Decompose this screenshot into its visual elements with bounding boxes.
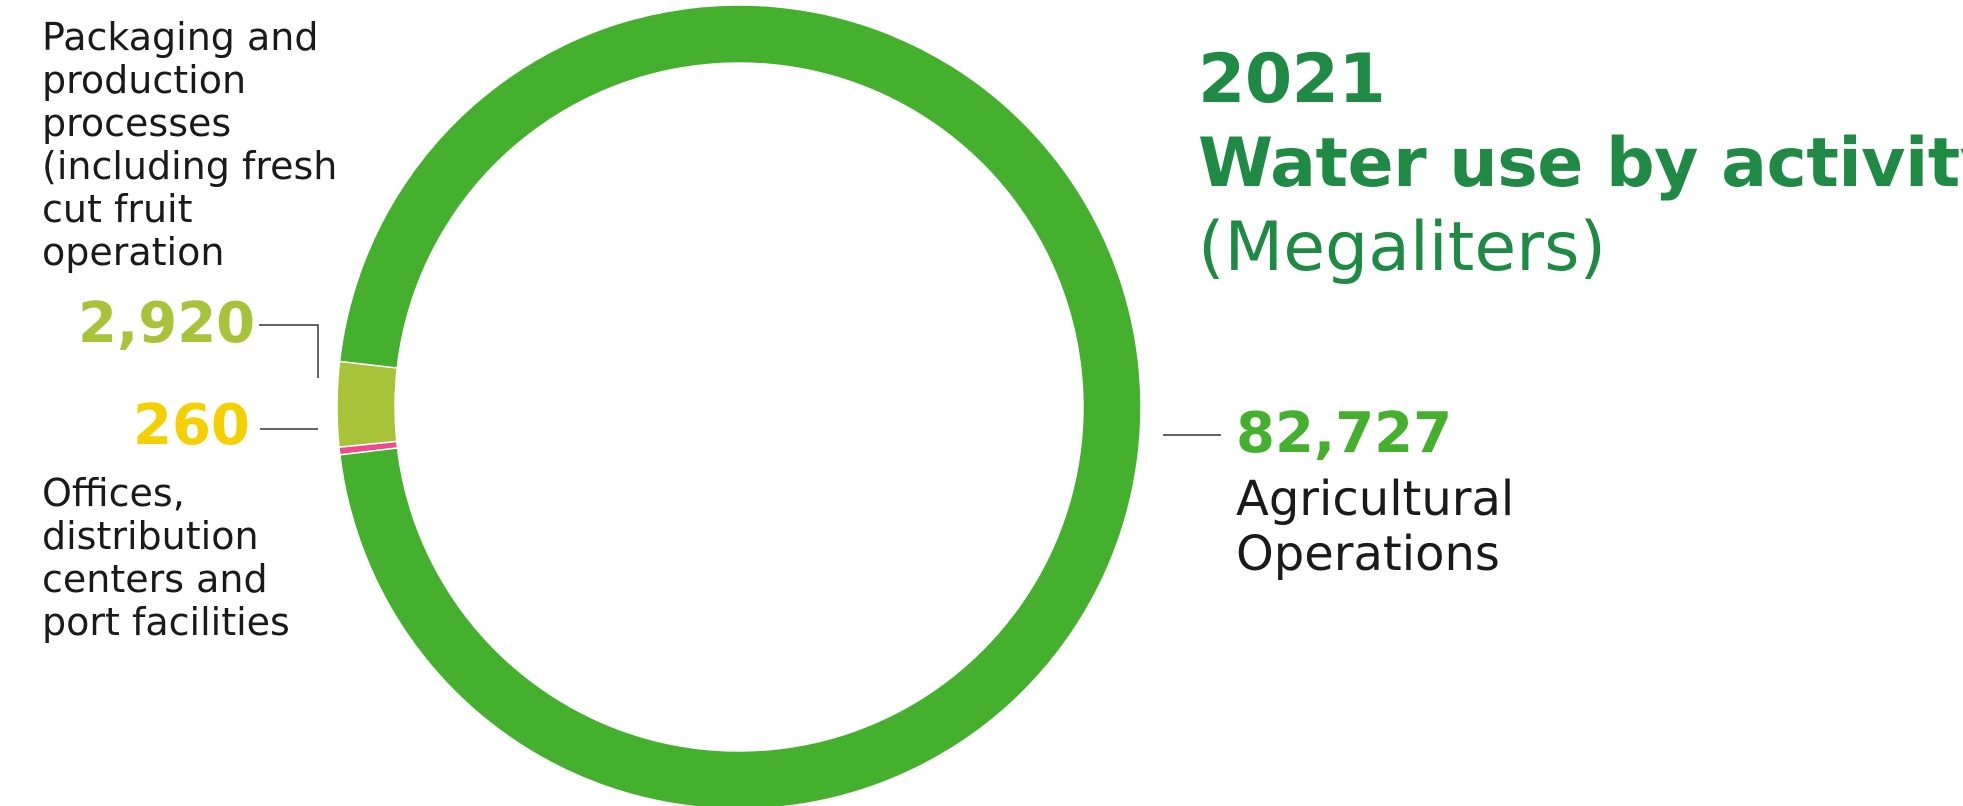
slice-agricultural bbox=[338, 4, 1142, 806]
slice-label-offices: Offices, distribution centers and port f… bbox=[42, 471, 290, 644]
slice-packaging bbox=[336, 360, 399, 449]
chart-title-main: Water use by activity bbox=[1198, 124, 1963, 203]
value-label-packaging: 2,920 bbox=[78, 291, 256, 356]
slice-label-agricultural: Agricultural Operations bbox=[1236, 471, 1515, 582]
leader-packaging bbox=[259, 324, 319, 378]
value-label-agricultural: 82,727 bbox=[1236, 401, 1453, 466]
chart-title: 2021 Water use by activity (Megaliters) bbox=[1198, 38, 1963, 290]
chart-title-year: 2021 bbox=[1198, 40, 1386, 119]
value-label-offices: 260 bbox=[133, 393, 250, 458]
slice-label-packaging: Packaging and production processes (incl… bbox=[42, 15, 338, 274]
chart-title-unit: (Megaliters) bbox=[1198, 208, 1607, 287]
